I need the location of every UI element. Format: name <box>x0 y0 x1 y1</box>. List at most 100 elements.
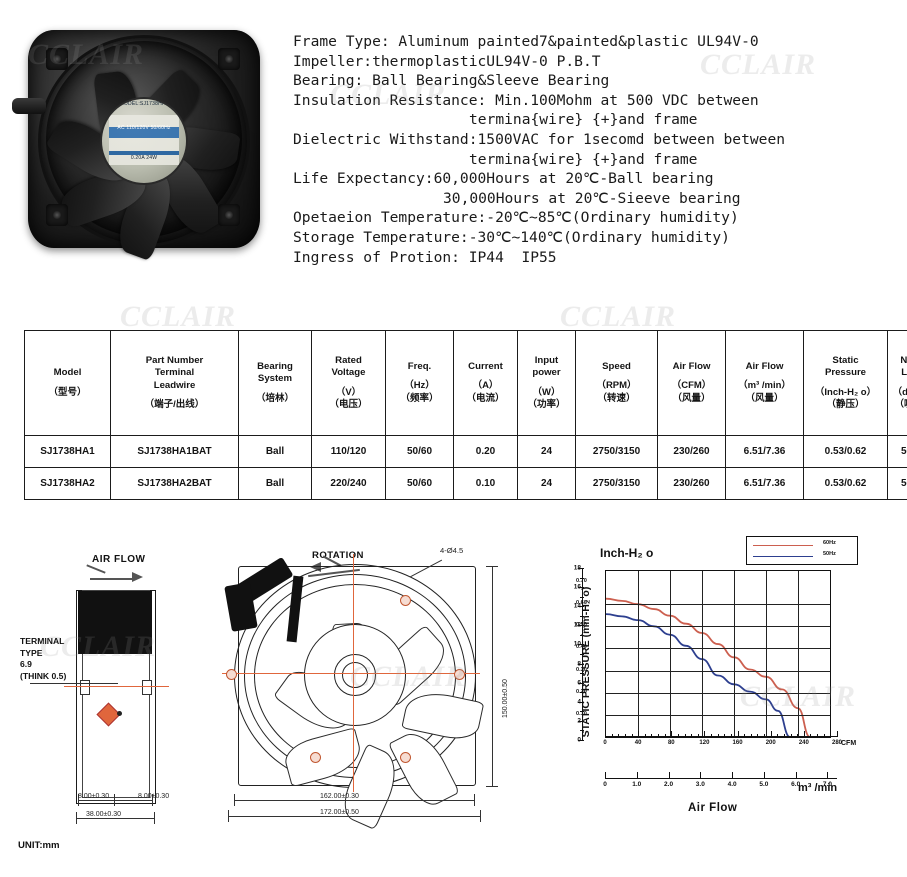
x2-tick-label: 1.0 <box>632 781 642 788</box>
table-cell-8: 230/260 <box>657 435 726 468</box>
x-minor-tick <box>817 733 819 737</box>
x-minor-tick <box>711 733 713 737</box>
x-tick-label: 160 <box>732 740 743 746</box>
x-tick <box>605 731 606 737</box>
performance-chart: Inch-H₂ o 60Hz 50Hz STATIC PRESSURE (mm-… <box>548 528 900 873</box>
x-minor-tick <box>618 733 620 737</box>
dimension-tick <box>486 786 498 787</box>
x-tick <box>638 731 640 737</box>
table-header-cell-4: Freq. （Hz） （频率） <box>385 330 454 436</box>
table-cell-7: 2750/3150 <box>575 467 658 500</box>
side-view-drawing: AIR FLOW TERMINAL TYPE 6.9 (THINK 0.5) 8… <box>14 528 234 873</box>
table-header-cell-5: Current （A） （电流） <box>453 330 518 436</box>
spec-line: Insulation Resistance: Min.100Mohm at 50… <box>293 91 759 109</box>
y-outer-minor-tick <box>580 730 584 732</box>
x-minor-tick <box>797 733 799 737</box>
gridline-vertical <box>734 571 735 737</box>
airflow-arrow-head-icon <box>132 572 143 582</box>
y-tick-label-inch: 0.70 <box>576 578 587 585</box>
gridline-vertical <box>638 571 639 737</box>
chart-legend: 60Hz 50Hz <box>746 536 858 565</box>
y-outer-tick-label: 0 <box>577 736 581 744</box>
chart-plot-area <box>605 570 831 738</box>
mount-hole <box>218 204 240 226</box>
y-outer-tick-label: 6 <box>577 679 581 687</box>
table-cell-10: 0.53/0.62 <box>803 467 888 500</box>
dimension-tick <box>76 812 77 824</box>
gridline-vertical <box>766 571 767 737</box>
unit-note: UNIT:mm <box>18 840 60 851</box>
centerline-vertical <box>353 554 355 792</box>
fan-shaft-outer <box>334 654 376 696</box>
dimension-tick <box>114 794 115 806</box>
y-tick-label-inch: 0.60 <box>576 600 587 607</box>
gridline-horizontal <box>606 692 830 694</box>
table-header-cell-8: Air Flow （CFM） （风量） <box>657 330 726 436</box>
y-outer-minor-tick <box>580 711 584 713</box>
x2-tick-label: 4.0 <box>727 781 737 788</box>
terminal-type-note: TERMINAL TYPE 6.9 (THINK 0.5) <box>20 636 66 682</box>
x-minor-tick <box>730 733 732 737</box>
y-outer-tick-label: 14 <box>573 602 581 610</box>
x-minor-tick <box>810 733 812 737</box>
table-cell-1: SJ1738HA2BAT <box>110 467 239 500</box>
y-tick-label-inch: 0.40 <box>576 644 587 651</box>
x-minor-tick <box>677 733 679 737</box>
mounting-hole <box>310 752 321 763</box>
dim-left-label: 8.00±0.30 <box>78 793 110 800</box>
dimension-line-inner <box>234 800 474 801</box>
x-minor-tick <box>651 733 653 737</box>
mounting-hole <box>454 669 465 680</box>
mounting-hole <box>400 595 411 606</box>
table-header-cell-3: Rated Voltage （V） （电压） <box>311 330 386 436</box>
gridline-vertical <box>670 571 671 737</box>
x-axis-m3min: 0 1.0 2.0 3.0 4.0 5.0 6.0 7.0 <box>603 772 837 788</box>
x-minor-tick <box>790 733 792 737</box>
lead-wire <box>12 98 46 114</box>
mechanical-drawings: AIR FLOW TERMINAL TYPE 6.9 (THINK 0.5) 8… <box>0 528 907 873</box>
y-outer-minor-tick <box>580 634 584 636</box>
center-hole-dot <box>117 711 122 716</box>
x-axis-cfm-unit: CFM <box>841 740 857 747</box>
gridline-horizontal <box>606 626 830 628</box>
table-cell-9: 6.51/7.36 <box>725 435 804 468</box>
mounting-hole <box>400 752 411 763</box>
table-cell-3: 220/240 <box>311 467 386 500</box>
dim-total-label: 38.00±0.30 <box>86 811 121 818</box>
table-cell-6: 24 <box>517 435 576 468</box>
gridline-horizontal <box>606 714 830 716</box>
spec-line: termina{wire} {+}and frame <box>469 150 698 168</box>
x2-tick-label: 0 <box>603 781 607 788</box>
gridline-horizontal <box>606 648 830 650</box>
legend-label-50hz: 50Hz <box>823 551 836 557</box>
dimension-tick <box>78 794 79 806</box>
y-outer-minor-tick <box>580 654 584 655</box>
chart-curves <box>606 597 811 737</box>
dimension-line-inner <box>78 800 152 801</box>
x2-tick <box>605 772 606 779</box>
y-outer-minor-tick <box>580 577 584 579</box>
terminal-note-line: (THINK 0.5) <box>20 670 67 681</box>
x-minor-tick <box>664 733 666 737</box>
table-header-cell-11: NioseLevel（dB-A）（噪音） <box>887 330 907 436</box>
table-cell-9: 6.51/7.36 <box>725 467 804 500</box>
spec-line: Impeller:thermoplasticUL94V-0 P.B.T <box>293 52 601 70</box>
dimension-tick <box>234 794 235 806</box>
y-outer-tick <box>578 720 584 722</box>
legend-swatch-60hz <box>753 545 813 546</box>
x-minor-tick <box>611 733 613 737</box>
centerline-horizontal <box>222 673 480 675</box>
y-outer-tick <box>578 625 584 627</box>
x2-tick <box>668 772 670 779</box>
x2-tick <box>827 772 829 779</box>
product-photo: MODEL:SJ1738HA1 AC 110/120V 50/60Hz 0.20… <box>12 18 270 263</box>
dim-height-label: 150.00±0.50 <box>502 679 509 718</box>
specification-table: Model （型号） Part Number Terminal Leadwire （端子/… <box>24 330 907 500</box>
dimension-tick <box>228 810 229 822</box>
legend-label-60hz: 60Hz <box>823 540 836 546</box>
table-cell-5: 0.10 <box>453 467 518 500</box>
table-cell-5: 0.20 <box>453 435 518 468</box>
mount-tab <box>142 680 152 695</box>
dimension-line-outer <box>228 816 480 817</box>
hub-label-text: MODEL:SJ1738HA1 <box>119 100 169 107</box>
